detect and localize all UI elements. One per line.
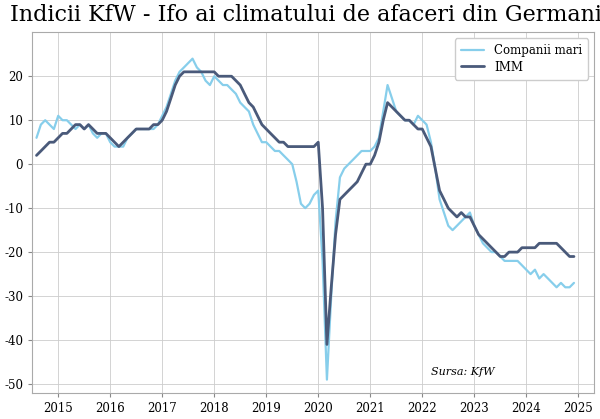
Companii mari: [493, 250, 500, 255]
Line: Companii mari: Companii mari: [37, 59, 574, 380]
IMM: [376, 140, 383, 145]
Text: Sursa: KfW: Sursa: KfW: [431, 367, 494, 377]
Legend: Companii mari, IMM: Companii mari, IMM: [455, 38, 588, 80]
IMM: [493, 250, 500, 255]
IMM: [505, 250, 512, 255]
Companii mari: [323, 377, 331, 382]
IMM: [544, 241, 551, 246]
IMM: [323, 342, 331, 347]
Companii mari: [172, 78, 179, 83]
Companii mari: [189, 56, 196, 61]
Companii mari: [33, 135, 40, 140]
IMM: [33, 153, 40, 158]
IMM: [571, 254, 578, 259]
IMM: [181, 69, 188, 74]
Companii mari: [571, 280, 578, 285]
Companii mari: [544, 276, 551, 281]
Companii mari: [505, 259, 512, 264]
IMM: [158, 118, 166, 123]
Line: IMM: IMM: [37, 72, 574, 344]
Title: Indicii KfW - Ifo ai climatului de afaceri din Germania: Indicii KfW - Ifo ai climatului de aface…: [10, 4, 600, 26]
IMM: [172, 83, 179, 88]
Companii mari: [376, 135, 383, 140]
Companii mari: [158, 113, 166, 118]
